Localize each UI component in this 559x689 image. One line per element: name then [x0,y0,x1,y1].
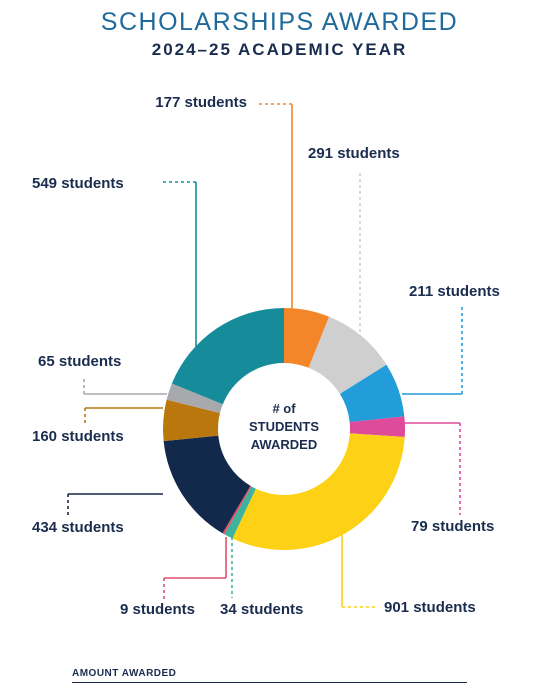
footer-divider [72,682,467,683]
data-label: 177 students [155,94,247,111]
data-label: 291 students [308,145,400,162]
slice-34 [224,486,256,539]
data-label: 34 students [220,601,303,618]
slice-177 [284,308,330,368]
data-label: 160 students [32,428,124,445]
slice-160 [163,399,220,442]
slice-65 [166,383,223,413]
slice-549 [171,308,284,405]
chart-title: SCHOLARSHIPS AWARDED [100,8,459,36]
slice-9 [222,485,252,535]
data-label: 79 students [411,518,494,535]
slice-211 [339,364,405,423]
data-label: 65 students [38,353,121,370]
data-label: 434 students [32,519,124,536]
data-label: 549 students [32,175,124,192]
center-label-line-2: STUDENTS [249,419,319,434]
slice-291 [308,316,387,394]
amount-awarded-heading: AMOUNT AWARDED [72,668,177,679]
data-label: 901 students [384,599,476,616]
slice-901 [232,433,405,550]
data-label: 9 students [120,601,195,618]
slice-79 [349,416,405,437]
slice-434 [163,435,251,534]
center-label-line-1: # of [272,401,296,416]
data-label: 211 students [409,283,500,300]
center-label-line-3: AWARDED [251,437,317,452]
chart-subtitle: 2024–25 ACADEMIC YEAR [151,40,408,59]
